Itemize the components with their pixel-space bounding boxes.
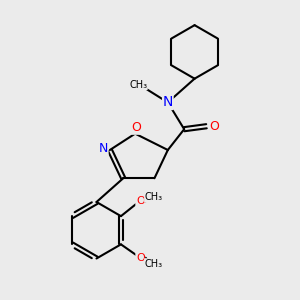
Text: CH₃: CH₃ (145, 259, 163, 269)
Text: CH₃: CH₃ (145, 192, 163, 202)
Text: O: O (132, 121, 142, 134)
Text: O: O (209, 120, 219, 133)
Text: N: N (163, 95, 173, 110)
Text: O: O (136, 253, 145, 263)
Text: CH₃: CH₃ (129, 80, 147, 90)
Text: O: O (136, 196, 145, 206)
Text: N: N (99, 142, 108, 155)
